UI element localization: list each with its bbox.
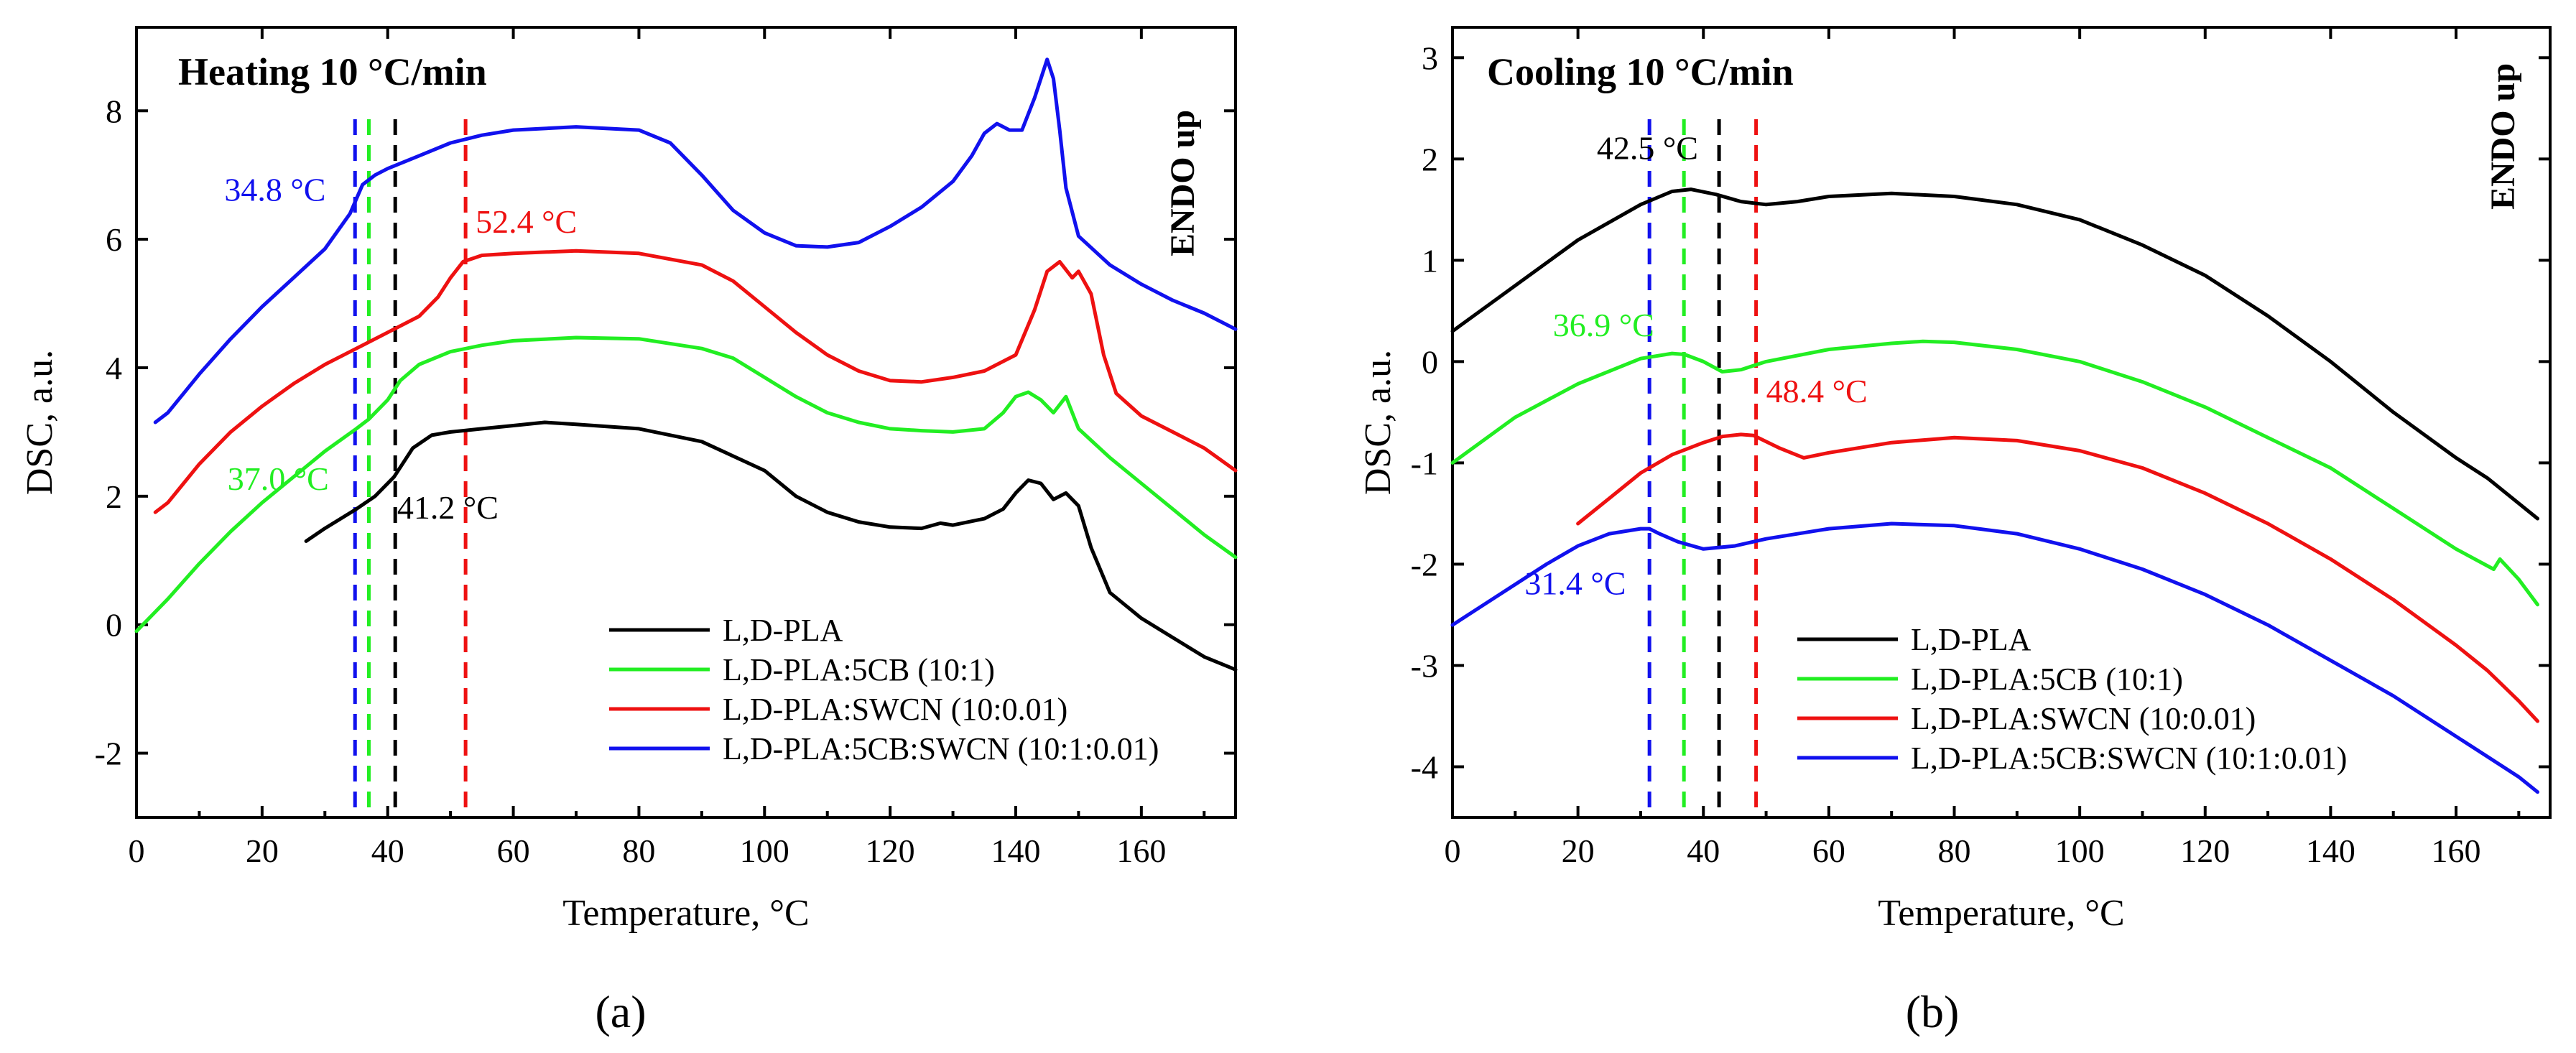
- legend-label: L,D-PLA:5CB:SWCN (10:1:0.01): [1911, 741, 2347, 776]
- legend-label: L,D-PLA: [1911, 622, 2031, 657]
- legend-label: L,D-PLA:SWCN (10:0.01): [1911, 701, 2256, 736]
- series-line: [153, 57, 1238, 425]
- series-line: [1450, 187, 2539, 521]
- series-line: [304, 420, 1238, 672]
- y-tick-label: 0: [106, 607, 122, 644]
- series-line: [134, 335, 1238, 634]
- series-line: [1450, 521, 2539, 794]
- legend-label: L,D-PLA:5CB (10:1): [723, 652, 995, 687]
- series-line: [1450, 339, 2539, 607]
- panel-title: Heating 10 °C/min: [178, 50, 487, 93]
- x-tick-label: 60: [1812, 832, 1845, 869]
- endo-up-label: ENDO up: [1164, 110, 1202, 256]
- y-tick-label: 1: [1422, 242, 1438, 279]
- panel-caption: (a): [595, 986, 646, 1037]
- temperature-annotation: 52.4 °C: [476, 203, 577, 240]
- series-line: [1576, 432, 2539, 723]
- y-tick-label: 2: [1422, 141, 1438, 177]
- legend-label: L,D-PLA:SWCN (10:0.01): [723, 692, 1067, 727]
- legend-label: L,D-PLA: [723, 613, 843, 648]
- y-tick-label: 6: [106, 221, 122, 258]
- y-axis-title: DSC, a.u.: [1358, 350, 1399, 495]
- chart-panel-b: 0 20 40 60 80 100 120 140 160 -4 -3 -2 -1 0 1 2 3 Tempera…: [1358, 26, 2552, 1037]
- panel-title: Cooling 10 °C/min: [1487, 50, 1794, 93]
- x-tick-label: 80: [1938, 832, 1971, 869]
- legend-label: L,D-PLA:5CB (10:1): [1911, 662, 2183, 697]
- y-tick-label: -4: [1411, 748, 1438, 785]
- temperature-annotation: 37.0 °C: [228, 460, 329, 497]
- temperature-annotation: 31.4 °C: [1524, 565, 1626, 602]
- x-tick-label: 60: [497, 832, 530, 869]
- y-tick-label: -2: [1411, 546, 1438, 583]
- chart-panel-a: 0 20 40 60 80 100 120 140 160 -2 0 2 4 6 8 Temperature,…: [19, 26, 1238, 1037]
- x-tick-label: 120: [866, 832, 915, 869]
- x-tick-label: 100: [740, 832, 789, 869]
- temperature-annotation: 34.8 °C: [224, 171, 325, 208]
- legend-label: L,D-PLA:5CB:SWCN (10:1:0.01): [723, 731, 1159, 766]
- x-tick-label: 20: [246, 832, 279, 869]
- x-tick-label: 100: [2055, 832, 2105, 869]
- x-tick-label: 140: [991, 832, 1041, 869]
- plot-frame: [1451, 26, 2552, 819]
- x-tick-label: 40: [1687, 832, 1720, 869]
- panel-caption: (b): [1906, 986, 1960, 1037]
- temperature-annotation: 48.4 °C: [1766, 373, 1868, 409]
- x-tick-label: 20: [1562, 832, 1595, 869]
- y-tick-label: -2: [95, 736, 122, 772]
- temperature-annotation: 42.5 °C: [1597, 129, 1698, 166]
- x-tick-label: 80: [622, 832, 655, 869]
- x-tick-label: 40: [371, 832, 404, 869]
- y-tick-label: 3: [1422, 40, 1438, 76]
- endo-up-label: ENDO up: [2484, 63, 2522, 210]
- x-tick-label: 140: [2306, 832, 2355, 869]
- x-tick-label: 160: [2432, 832, 2481, 869]
- x-axis-title: Temperature, °C: [1878, 893, 2124, 934]
- x-tick-label: 0: [1445, 832, 1461, 869]
- x-tick-label: 160: [1116, 832, 1166, 869]
- x-tick-label: 0: [129, 832, 145, 869]
- x-tick-label: 120: [2180, 832, 2230, 869]
- y-axis-title: DSC, a.u.: [19, 350, 60, 495]
- x-axis-title: Temperature, °C: [562, 893, 809, 934]
- temperature-annotation: 41.2 °C: [397, 489, 499, 526]
- series-line: [153, 249, 1238, 514]
- y-tick-label: 2: [106, 478, 122, 515]
- plot-frame: [135, 26, 1237, 819]
- temperature-annotation: 36.9 °C: [1553, 307, 1654, 343]
- y-tick-label: -1: [1411, 445, 1438, 481]
- y-tick-label: 0: [1422, 343, 1438, 380]
- y-tick-label: 8: [106, 93, 122, 129]
- y-tick-label: -3: [1411, 647, 1438, 684]
- y-tick-label: 4: [106, 350, 122, 386]
